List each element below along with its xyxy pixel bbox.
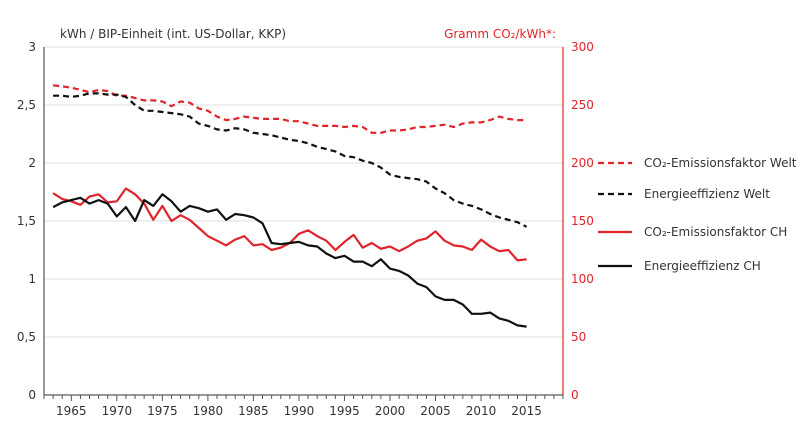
gridlines — [44, 46, 563, 338]
y-axis-right-ticks: 0 50 100 150 200 250 300 — [571, 40, 594, 402]
y-left-tick-label: 1,5 — [17, 214, 36, 228]
y-right-tick-label: 250 — [571, 98, 594, 112]
x-tick-label: 2015 — [511, 404, 542, 418]
x-tick-label: 1980 — [193, 404, 224, 418]
series-line — [52, 193, 527, 328]
legend-label: CO₂-Emissionsfaktor CH — [644, 225, 787, 239]
y-axis-right-label: Gramm CO₂/kWh*: — [444, 27, 556, 41]
y-left-tick-label: 0,5 — [17, 330, 36, 344]
x-tick-label: 1975 — [147, 404, 178, 418]
x-tick-label: 2005 — [420, 404, 451, 418]
y-right-tick-label: 100 — [571, 272, 594, 286]
y-left-tick-label: 2 — [28, 156, 36, 170]
y-axis-left-label: kWh / BIP-Einheit (int. US-Dollar, KKP) — [60, 27, 286, 41]
series-lines — [52, 84, 528, 328]
x-tick-label: 1965 — [56, 404, 87, 418]
legend-label: CO₂-Emissionsfaktor Welt — [644, 156, 797, 170]
series-line — [52, 84, 527, 134]
legend-label: Energieeffizienz CH — [644, 259, 761, 273]
axes — [43, 47, 564, 401]
y-right-tick-label: 50 — [571, 330, 586, 344]
series-line — [52, 187, 527, 262]
y-right-tick-label: 300 — [571, 40, 594, 54]
y-left-tick-label: 3 — [28, 40, 36, 54]
y-left-tick-label: 1 — [28, 272, 36, 286]
y-right-tick-label: 0 — [571, 388, 579, 402]
legend-label: Energieeffizienz Welt — [644, 187, 770, 201]
legend: CO₂-Emissionsfaktor Welt Energieeffizienz… — [598, 156, 797, 273]
x-tick-label: 1990 — [284, 404, 315, 418]
y-left-tick-label: 0 — [28, 388, 36, 402]
x-tick-label: 1970 — [102, 404, 133, 418]
y-right-tick-label: 150 — [571, 214, 594, 228]
x-tick-label: 1985 — [238, 404, 269, 418]
y-axis-left-ticks: 0 0,5 1 1,5 2 2,5 3 — [17, 40, 36, 402]
y-right-tick-label: 200 — [571, 156, 594, 170]
y-left-tick-label: 2,5 — [17, 98, 36, 112]
series-line — [53, 92, 528, 228]
x-tick-label: 2000 — [375, 404, 406, 418]
x-axis-ticks: 1965 1970 1975 1980 1985 1990 1995 2000 2005 2010… — [56, 404, 542, 418]
x-tick-label: 1995 — [329, 404, 360, 418]
x-tick-label: 2010 — [466, 404, 497, 418]
